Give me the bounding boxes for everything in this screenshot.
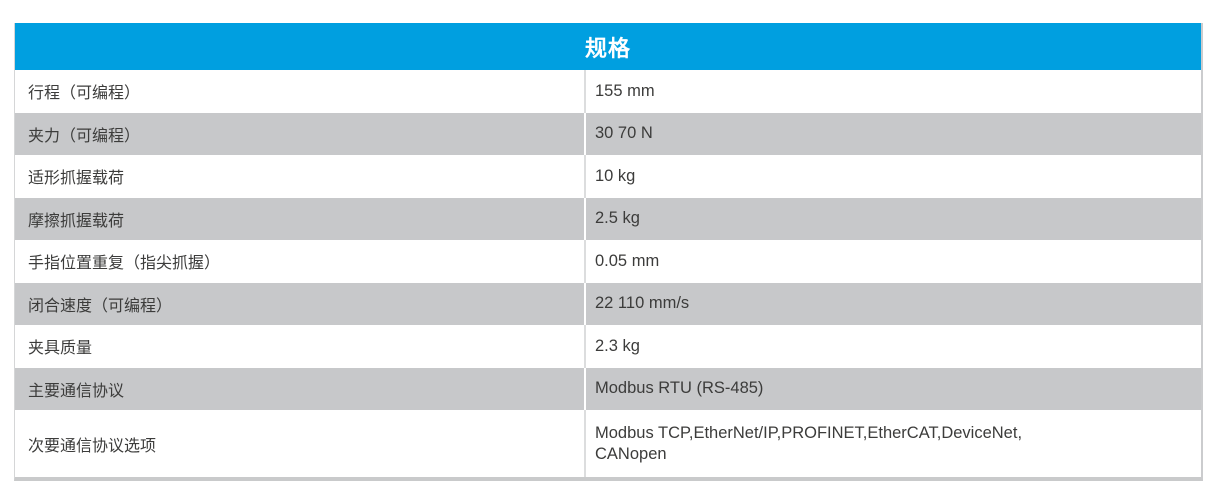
table-row: 摩擦抓握载荷 2.5 kg <box>15 197 1201 240</box>
table-row: 次要通信协议选项 Modbus TCP,EtherNet/IP,PROFINET… <box>15 410 1201 477</box>
row-label: 主要通信协议 <box>28 382 125 400</box>
row-label: 摩擦抓握载荷 <box>28 212 125 230</box>
table-row: 行程（可编程） 155 mm <box>15 70 1201 113</box>
row-label: 闭合速度（可编程） <box>28 297 173 315</box>
table-row: 手指位置重复（指尖抓握） 0.05 mm <box>15 240 1201 283</box>
table-row: 适形抓握载荷 10 kg <box>15 155 1201 198</box>
row-value: 2.3 kg <box>584 325 1201 368</box>
table-header: 规格 <box>15 23 1201 70</box>
row-value: 2.5 kg <box>584 197 1201 240</box>
row-label: 夹具质量 <box>28 340 93 358</box>
row-label: 手指位置重复（指尖抓握） <box>28 255 221 273</box>
row-value: 0.05 mm <box>584 240 1201 283</box>
row-value: 22 110 mm/s <box>584 282 1201 325</box>
row-value: Modbus TCP,EtherNet/IP,PROFINET,EtherCAT… <box>584 410 1201 477</box>
row-value: 155 mm <box>584 70 1201 113</box>
row-value: 30 70 N <box>584 112 1201 155</box>
row-value: Modbus RTU (RS-485) <box>584 367 1201 410</box>
table-row: 闭合速度（可编程） 22 110 mm/s <box>15 282 1201 325</box>
table-row: 主要通信协议 Modbus RTU (RS-485) <box>15 367 1201 410</box>
row-label: 行程（可编程） <box>28 85 141 103</box>
spec-table: 规格 行程（可编程） 155 mm 夹力（可编程） 30 70 N 适形抓握载荷… <box>14 23 1203 481</box>
row-label: 夹力（可编程） <box>28 127 141 145</box>
table-row: 夹力（可编程） 30 70 N <box>15 112 1201 155</box>
row-label: 次要通信协议选项 <box>28 437 157 455</box>
row-label: 适形抓握载荷 <box>28 170 125 188</box>
row-value: 10 kg <box>584 155 1201 198</box>
table-row: 夹具质量 2.3 kg <box>15 325 1201 368</box>
table-title: 规格 <box>584 35 631 61</box>
